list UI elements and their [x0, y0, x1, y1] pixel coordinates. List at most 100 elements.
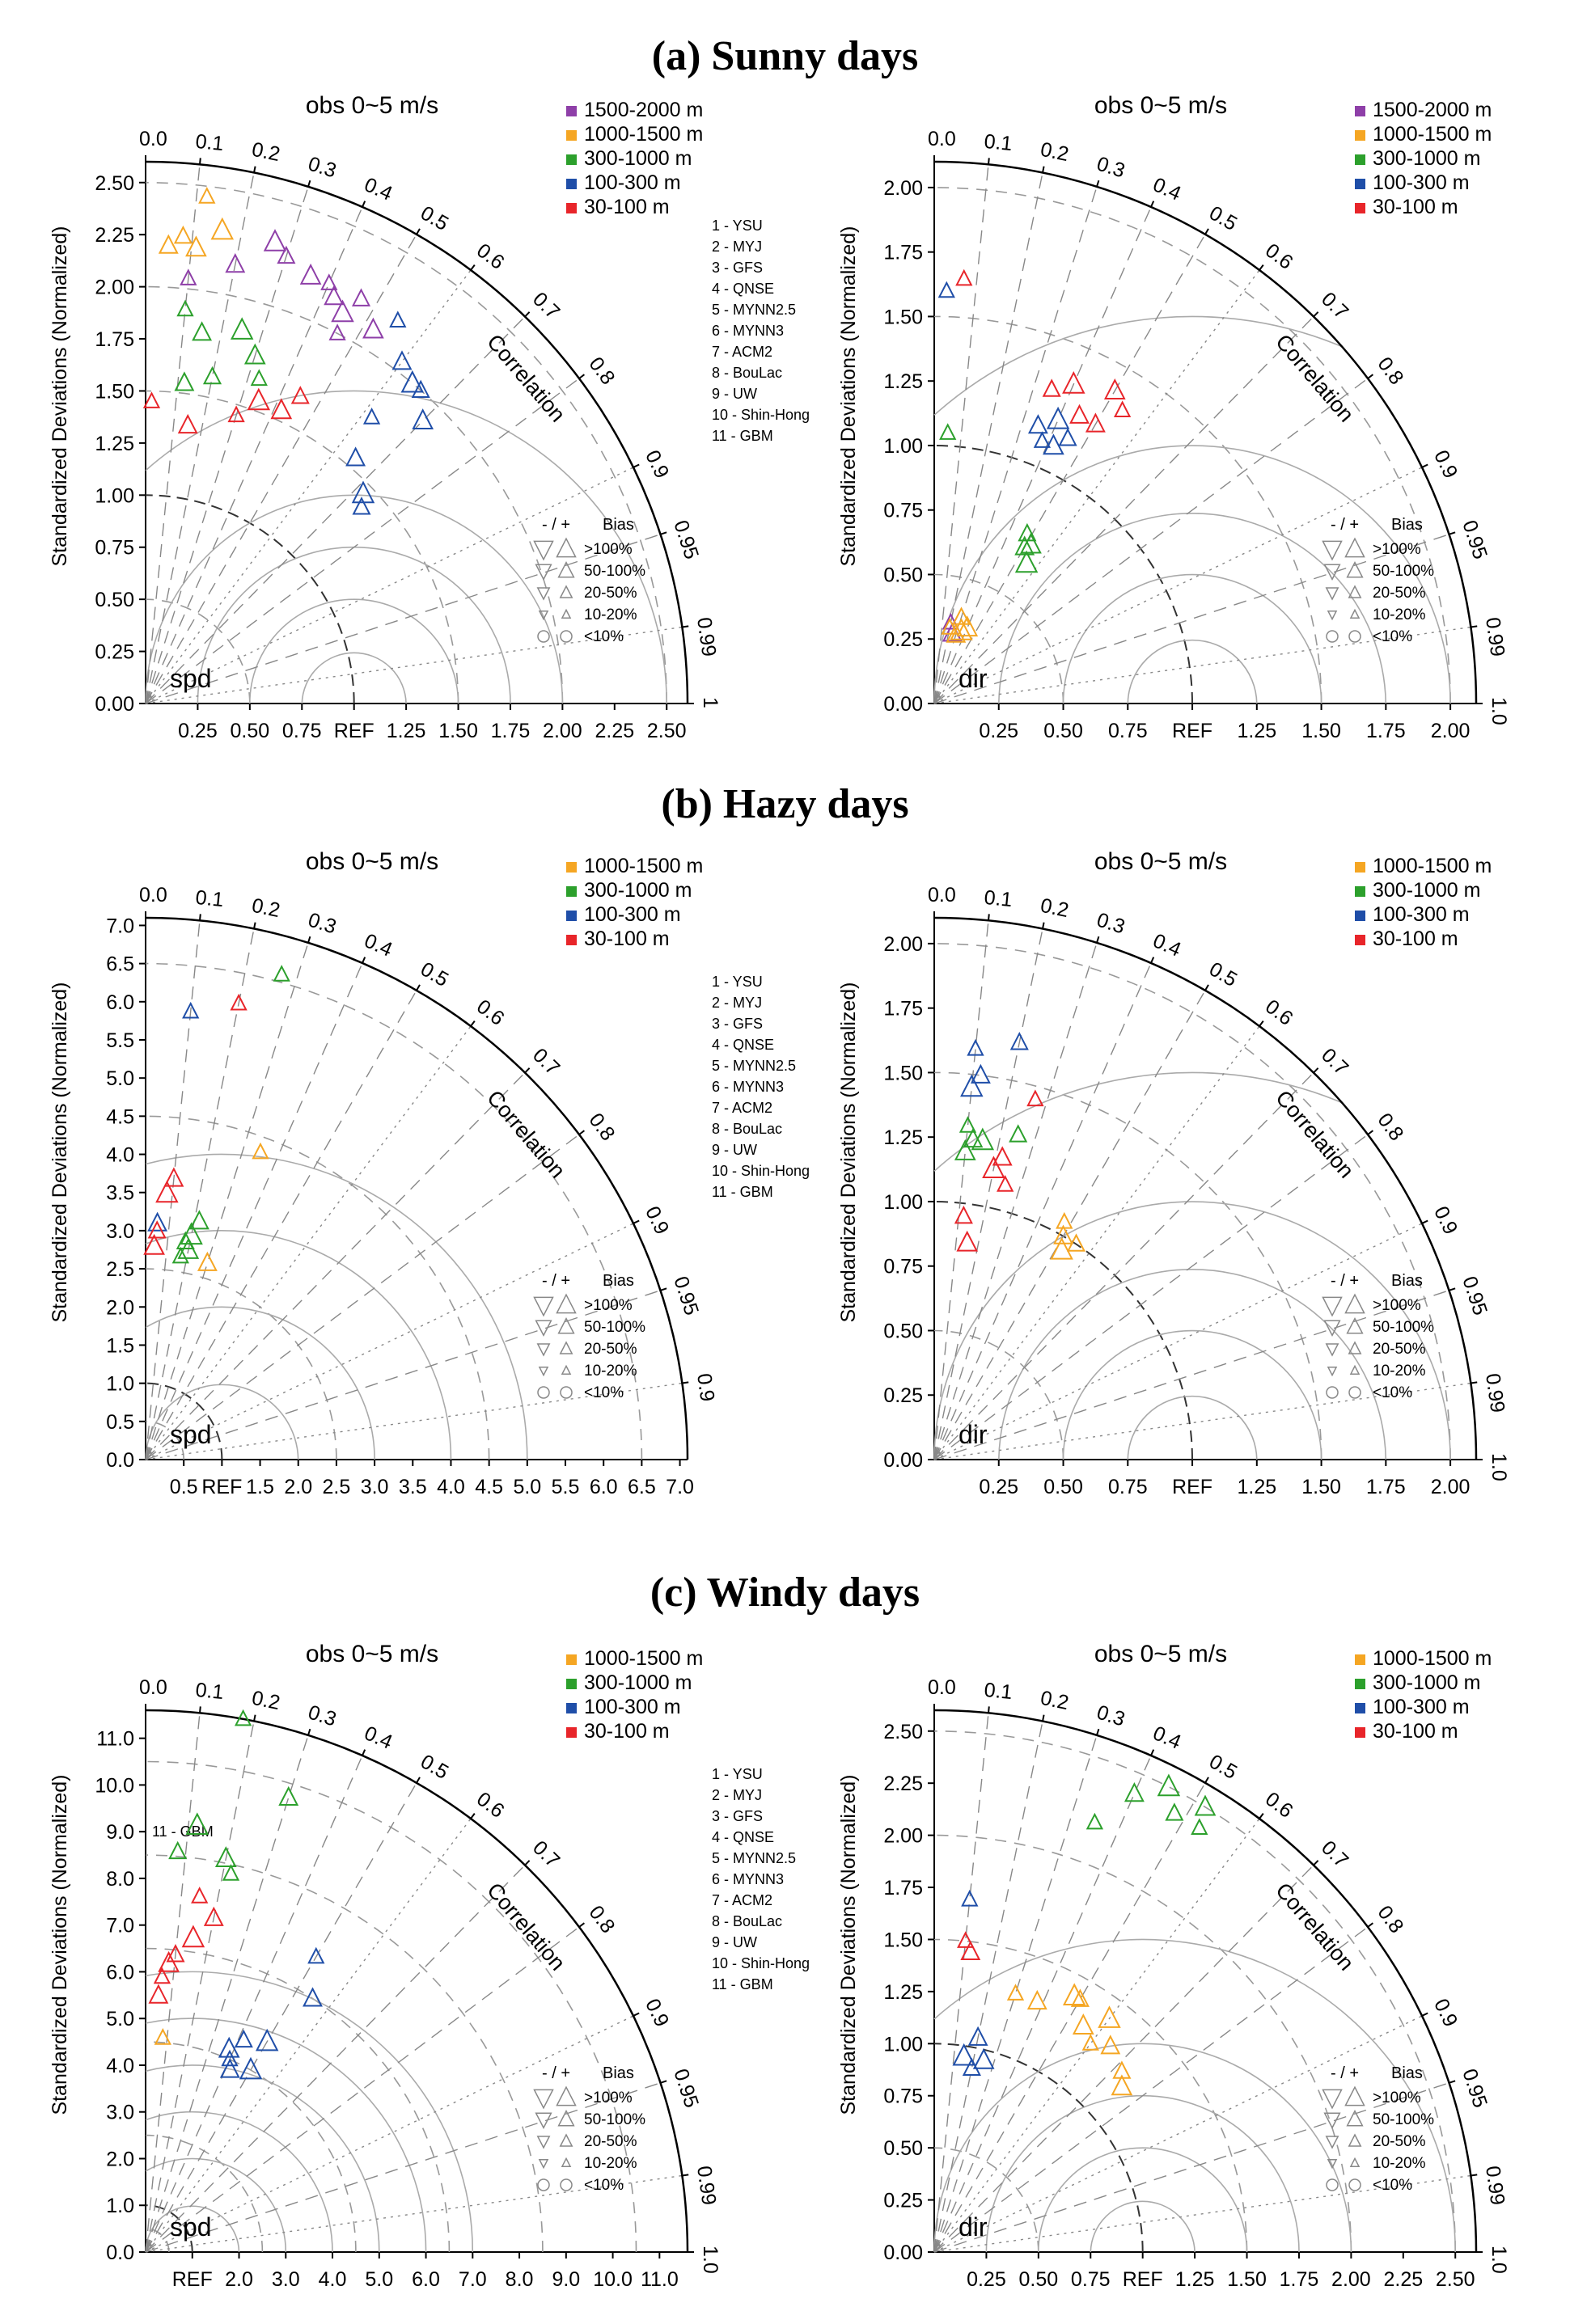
x-tick-label: 1.75	[491, 720, 531, 742]
x-tick-label: 2.25	[595, 720, 634, 742]
panel-label: spd	[170, 1420, 212, 1449]
bias-level-label: 50-100%	[1373, 2111, 1434, 2128]
data-point	[153, 1967, 171, 1984]
reference-arc	[145, 1382, 223, 1460]
std-arc	[933, 1329, 1064, 1460]
data-point	[188, 1210, 209, 1230]
y-tick-label: 1.00	[883, 2033, 923, 2056]
data-point	[227, 405, 245, 423]
correlation-tick	[578, 1922, 586, 1928]
correlation-ray	[145, 467, 634, 704]
data-point	[250, 369, 268, 387]
correlation-tick-label: 1.0	[1487, 2246, 1510, 2274]
x-tick-label: 11.0	[641, 2268, 679, 2291]
model-label: 10 - Shin-Hong	[712, 1955, 810, 1971]
correlation-tick-label: 0.6	[472, 1788, 509, 1823]
correlation-ray	[145, 1134, 580, 1460]
data-point	[959, 1116, 977, 1133]
y-tick-label: 2.50	[883, 1721, 923, 1743]
correlation-ray	[933, 1721, 1043, 2253]
correlation-tick-label: 0.6	[1261, 995, 1297, 1030]
correlation-tick	[1449, 1287, 1456, 1291]
bias-level-label: 10-20%	[1373, 606, 1426, 623]
bias-marker-positive	[561, 1364, 572, 1375]
data-point	[176, 299, 194, 317]
data-point	[158, 1950, 180, 1972]
y-tick-label: 4.0	[106, 1144, 134, 1167]
y-tick-label: 0.50	[883, 2137, 923, 2160]
correlation-ray	[933, 626, 1471, 704]
bias-level-label: 20-50%	[1373, 585, 1426, 602]
correlation-ray	[145, 2082, 661, 2253]
bias-level-label: 50-100%	[1373, 1319, 1434, 1336]
bias-marker-positive	[560, 1386, 573, 1399]
data-point	[303, 1987, 323, 2007]
legend-label: 100-300 m	[584, 903, 681, 926]
correlation-ray	[145, 206, 363, 704]
y-tick-label: 2.0	[106, 2148, 134, 2170]
bias-marker-positive	[1344, 537, 1365, 558]
correlation-tick-label: 1.0	[699, 2246, 722, 2274]
bias-marker-positive	[559, 1341, 573, 1354]
bias-level-label: >100%	[584, 1297, 633, 1314]
taylor-chart-c-dir: Standardized Deviations (Normalized)0.00…	[837, 1641, 1510, 2291]
legend-label: 100-300 m	[1373, 171, 1470, 194]
legend-label: 30-100 m	[584, 196, 670, 218]
bias-header: Bias	[603, 516, 634, 534]
legend-label: 30-100 m	[584, 1720, 670, 1743]
correlation-tick	[199, 1706, 201, 1713]
bias-marker-negative	[1326, 1386, 1339, 1399]
data-point	[182, 1001, 200, 1019]
correlation-ray	[933, 378, 1369, 704]
correlation-tick	[470, 1813, 476, 1819]
bias-level-label: 50-100%	[1373, 563, 1434, 580]
std-arc	[933, 1730, 1456, 2253]
correlation-ray	[145, 1926, 580, 2253]
correlation-tick	[660, 531, 667, 535]
correlation-tick-label: 0.8	[1373, 353, 1407, 389]
data-point	[239, 2056, 263, 2080]
rmsd-arc	[985, 2094, 1300, 2253]
bias-marker-negative	[1323, 2112, 1341, 2130]
x-tick-label: 2.00	[1431, 1476, 1471, 1498]
correlation-tick	[633, 2012, 640, 2017]
bias-marker-positive	[557, 2109, 575, 2127]
y-axis-label: Standardized Deviations (Normalized)	[49, 1774, 71, 2115]
correlation-tick	[524, 1067, 531, 1074]
y-tick-label: 0.50	[95, 589, 134, 611]
correlation-ray	[933, 1025, 1260, 1460]
data-point	[1009, 1124, 1028, 1143]
correlation-tick-label: 1	[699, 697, 722, 708]
y-tick-label: 6.0	[106, 1961, 134, 1984]
data-point	[243, 343, 266, 365]
data-point	[956, 1230, 979, 1252]
data-point	[1062, 1983, 1086, 2005]
bias-marker-negative	[538, 611, 549, 621]
x-tick-label: 0.5	[170, 1476, 198, 1498]
legend-swatch	[566, 179, 577, 189]
correlation-ray	[933, 186, 1098, 704]
x-tick-label: REF	[1123, 2268, 1163, 2291]
x-tick-label: 2.5	[323, 1476, 351, 1498]
data-point	[202, 366, 222, 385]
legend-swatch	[1355, 1703, 1365, 1713]
correlation-tick-label: 0.9	[1429, 1202, 1462, 1237]
data-point	[218, 2036, 240, 2058]
std-arc	[145, 182, 667, 704]
y-axis-label: Standardized Deviations (Normalized)	[837, 1774, 860, 2115]
x-tick-label: 6.0	[412, 2268, 440, 2291]
correlation-tick-label: 0.7	[528, 1836, 564, 1872]
rmsd-arc	[1062, 1329, 1322, 1460]
correlation-ray	[933, 2015, 1423, 2253]
correlation-tick	[1259, 1813, 1264, 1819]
correlation-tick-label: 0.4	[361, 1722, 396, 1754]
correlation-ray	[145, 962, 363, 1460]
correlation-tick	[307, 936, 311, 944]
x-tick-label: 2.00	[543, 720, 582, 742]
correlation-ray	[145, 1713, 201, 2253]
correlation-tick	[1259, 264, 1264, 271]
data-point	[1026, 1989, 1047, 2010]
bias-level-label: >100%	[584, 541, 633, 558]
correlation-ray	[145, 1223, 634, 1460]
x-tick-label: 2.00	[1331, 2268, 1371, 2291]
